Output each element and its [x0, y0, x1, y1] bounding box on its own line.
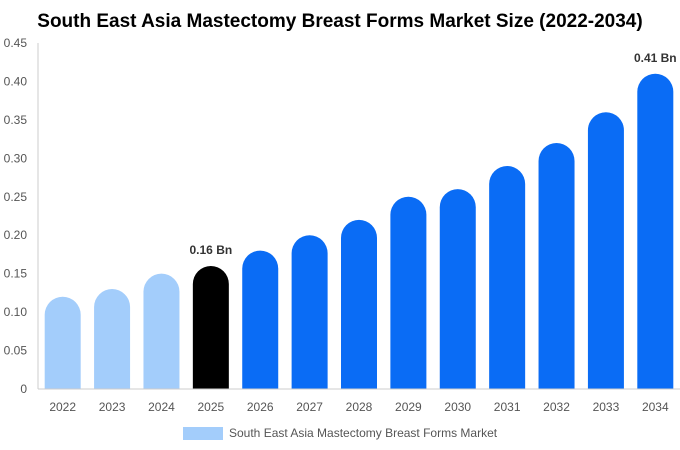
data-label-2034: 0.41 Bn — [634, 51, 677, 65]
x-tick-label-2034: 2034 — [642, 400, 669, 414]
bar-2022 — [44, 296, 81, 389]
bar-2032 — [538, 142, 575, 389]
bar-2023 — [94, 289, 131, 389]
x-tick-label-2027: 2027 — [296, 400, 323, 414]
x-tick-label-2031: 2031 — [494, 400, 521, 414]
y-tick-label: 0.25 — [4, 190, 28, 204]
x-tick-label-2023: 2023 — [99, 400, 126, 414]
x-tick-label-2026: 2026 — [247, 400, 274, 414]
x-tick-label-2032: 2032 — [543, 400, 570, 414]
x-tick-label-2024: 2024 — [148, 400, 175, 414]
x-axis: 2022 2023 2024 2025 2026 2027 2028 2029 2030 2031… — [38, 388, 680, 414]
bar-2031 — [489, 166, 526, 389]
bar-2033 — [587, 112, 624, 389]
data-label-2025: 0.16 Bn — [190, 243, 233, 257]
legend-swatch — [183, 427, 223, 440]
y-tick-label: 0.05 — [4, 344, 28, 358]
y-tick-label: 0.35 — [4, 113, 28, 127]
x-tick-label-2025: 2025 — [197, 400, 224, 414]
bar-2028 — [341, 219, 377, 389]
x-tick-label-2022: 2022 — [49, 400, 76, 414]
bar-2030 — [439, 189, 476, 389]
y-tick-label: 0.30 — [4, 151, 28, 165]
x-tick-label-2033: 2033 — [593, 400, 620, 414]
y-tick-label: 0.45 — [4, 36, 28, 50]
x-tick-label-2029: 2029 — [395, 400, 422, 414]
y-tick-label: 0.40 — [4, 74, 28, 88]
bar-2024 — [143, 273, 180, 389]
bar-2029 — [390, 196, 427, 389]
bar-2027 — [291, 235, 328, 389]
y-tick-label: 0.20 — [4, 228, 28, 242]
x-tick-label-2028: 2028 — [346, 400, 373, 414]
bar-2026 — [242, 250, 279, 389]
plot-area: 0.16 Bn 0.41 Bn — [44, 51, 677, 389]
legend-label: South East Asia Mastectomy Breast Forms … — [229, 426, 498, 440]
x-tick-label-2030: 2030 — [444, 400, 471, 414]
y-axis: 0 0.05 0.10 0.15 0.20 0.25 0.30 0.35 0.40 0.45 — [4, 36, 39, 396]
bar-2025 — [192, 265, 229, 389]
y-tick-label: 0.10 — [4, 305, 28, 319]
bar-2034 — [637, 73, 674, 389]
legend: South East Asia Mastectomy Breast Forms … — [183, 426, 498, 440]
y-tick-label: 0 — [20, 382, 27, 396]
y-tick-label: 0.15 — [4, 267, 28, 281]
chart-title: South East Asia Mastectomy Breast Forms … — [37, 11, 642, 32]
